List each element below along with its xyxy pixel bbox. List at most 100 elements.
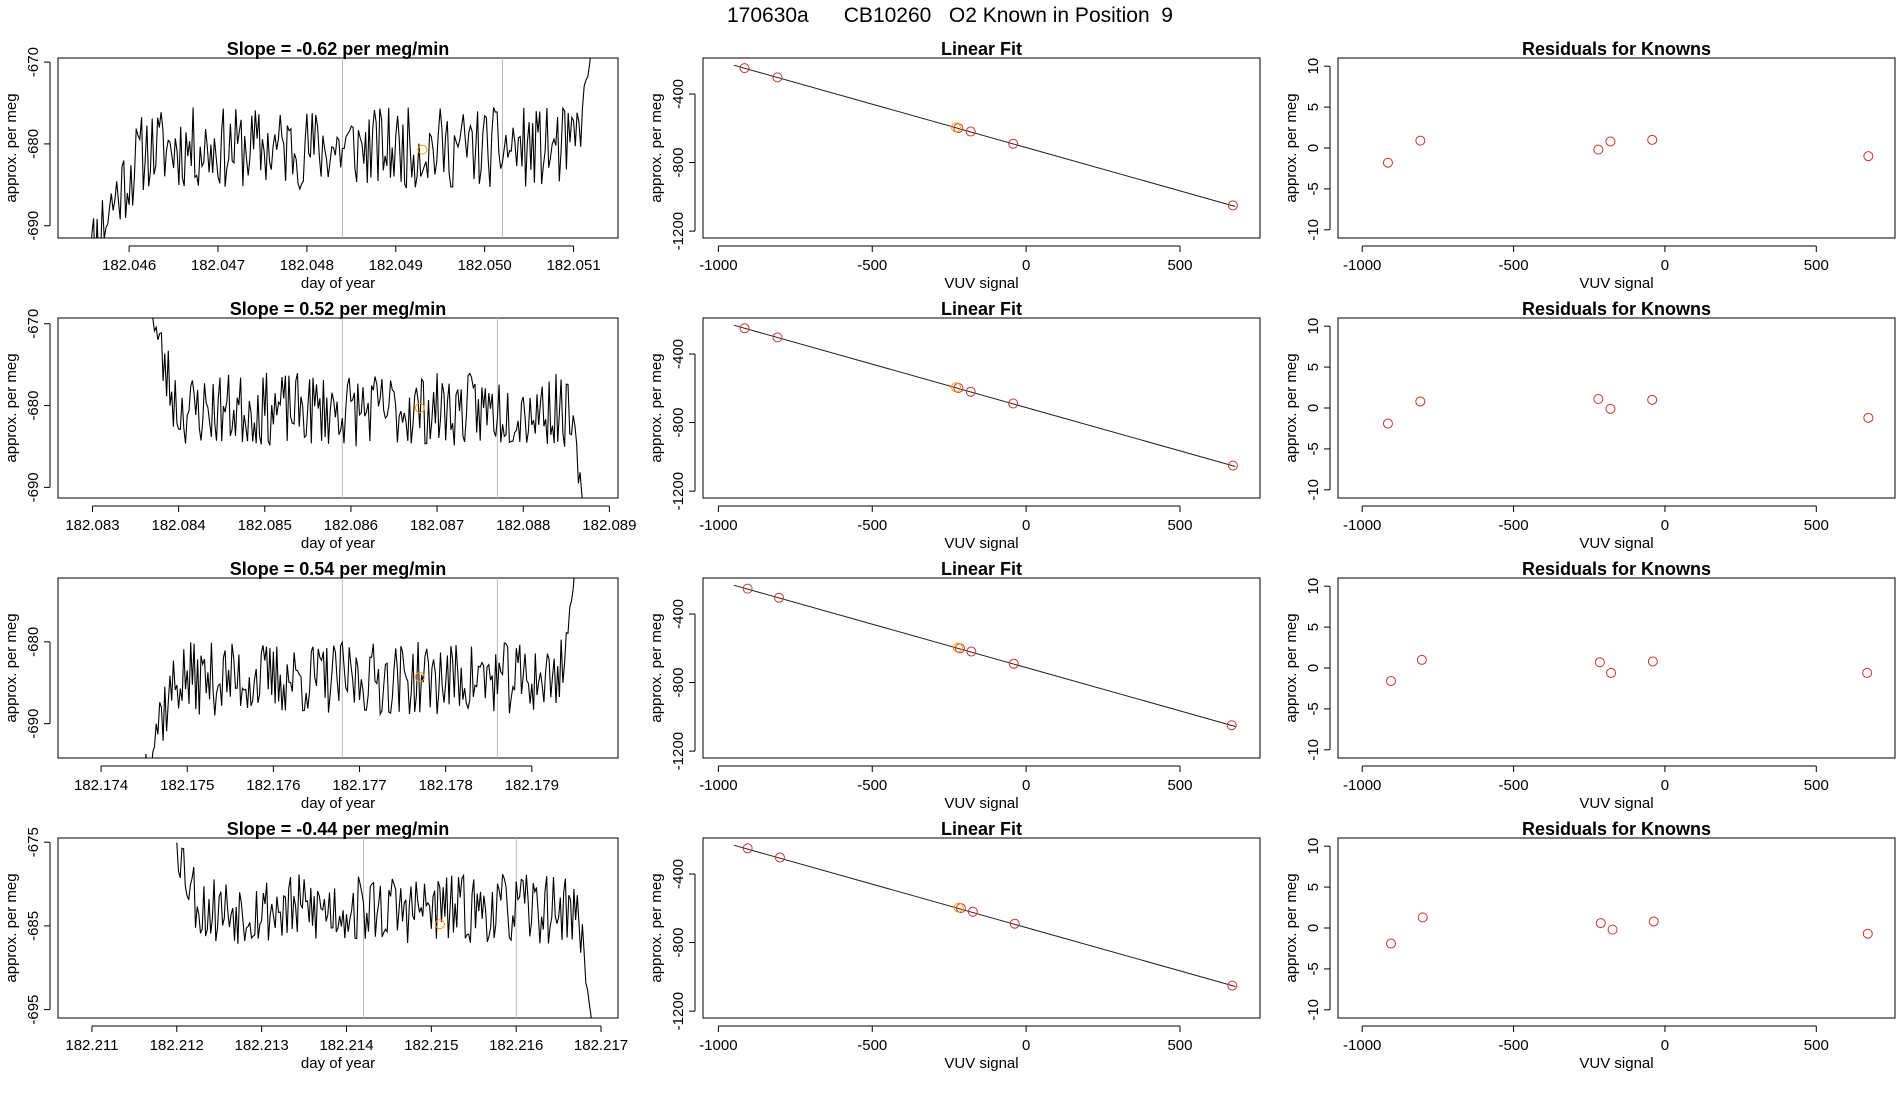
chart-title: Residuals for Knowns — [1522, 39, 1711, 59]
highlight-point — [950, 122, 961, 133]
fit-line — [733, 64, 1236, 207]
y-axis-label: approx. per meg — [3, 873, 20, 982]
highlight-point — [953, 902, 964, 913]
known-point — [1227, 980, 1238, 991]
x-tick-label: -1000 — [699, 257, 737, 274]
plot-area — [733, 63, 1238, 211]
chart-panel-r3-c0: Slope = -0.44 per meg/min 182.211 182.212 1… — [3, 819, 628, 1072]
data-trace-line — [176, 842, 592, 1018]
y-tick-label: -10 — [1305, 479, 1322, 501]
x-axis-label: VUV signal — [944, 795, 1018, 812]
x-tick-label: 182.087 — [410, 517, 464, 534]
plot-area — [145, 578, 575, 758]
plot-frame — [1337, 577, 1896, 759]
known-point — [1385, 676, 1396, 687]
known-point — [1593, 394, 1604, 404]
y-tick-label: -800 — [670, 148, 687, 178]
y-tick-label: -690 — [25, 211, 42, 241]
chart-title: Residuals for Knowns — [1522, 559, 1711, 579]
y-tick-label: 5 — [1305, 883, 1322, 891]
plot-area — [1385, 912, 1873, 949]
x-tick-label: 182.211 — [65, 1037, 118, 1054]
known-point — [1008, 138, 1019, 149]
x-tick-label: -1000 — [699, 777, 737, 794]
chart-panel-r1-c2: Residuals for Knowns -1000 -500 0 500 VUV sig… — [1283, 299, 1896, 552]
y-tick-label: -680 — [25, 627, 42, 657]
known-point — [742, 583, 753, 594]
y-axis-label: approx. per meg — [1283, 353, 1300, 462]
x-tick-label: 182.176 — [246, 777, 300, 794]
x-tick-label: 182.215 — [404, 1037, 458, 1054]
highlight-point — [414, 403, 425, 413]
known-point — [742, 843, 753, 854]
chart-title: Residuals for Knowns — [1522, 819, 1711, 839]
x-tick-label: 182.089 — [582, 517, 636, 534]
known-point — [1862, 667, 1873, 678]
known-point — [1415, 396, 1426, 407]
x-axis-label: VUV signal — [944, 535, 1018, 552]
known-point — [1595, 918, 1606, 929]
x-tick-label: 182.216 — [489, 1037, 543, 1054]
y-tick-label: -10 — [1305, 739, 1322, 761]
y-tick-label: -670 — [25, 309, 42, 339]
y-tick-label: -690 — [25, 709, 42, 739]
plot-area — [733, 583, 1237, 731]
x-tick-label: 182.047 — [191, 257, 245, 274]
x-tick-label: 182.174 — [74, 777, 128, 794]
y-tick-label: 0 — [1305, 924, 1322, 932]
x-tick-label: -500 — [1499, 517, 1529, 534]
y-tick-label: 5 — [1305, 623, 1322, 631]
y-tick-label: -685 — [25, 911, 42, 941]
x-axis-label: VUV signal — [944, 275, 1018, 292]
x-tick-label: -500 — [857, 777, 887, 794]
x-axis-label: VUV signal — [1579, 795, 1653, 812]
x-tick-label: 500 — [1804, 1037, 1829, 1054]
y-tick-label: 10 — [1305, 318, 1322, 335]
y-tick-label: -675 — [25, 827, 42, 857]
x-axis-label: day of year — [301, 1055, 375, 1072]
x-tick-label: 182.214 — [319, 1037, 373, 1054]
plot-area — [152, 318, 583, 498]
x-tick-label: 182.049 — [369, 257, 423, 274]
known-point — [1382, 418, 1393, 429]
known-point — [1647, 134, 1658, 145]
known-point — [1382, 157, 1393, 168]
known-point — [1606, 667, 1617, 678]
chart-title: Linear Fit — [941, 819, 1022, 839]
x-tick-label: 182.177 — [332, 777, 386, 794]
x-tick-label: 0 — [1022, 257, 1030, 274]
known-point — [1416, 654, 1427, 665]
y-tick-label: 0 — [1305, 144, 1322, 152]
x-tick-label: 0 — [1022, 777, 1030, 794]
known-point — [1417, 912, 1428, 923]
plot-area — [176, 838, 592, 1018]
plot-frame — [57, 577, 619, 759]
known-point — [965, 126, 976, 137]
x-axis-label: day of year — [301, 795, 375, 812]
x-tick-label: -1000 — [1343, 257, 1381, 274]
known-point — [1862, 928, 1873, 939]
chart-title: Slope = -0.44 per meg/min — [227, 819, 450, 839]
data-trace-line — [145, 578, 575, 758]
known-point — [1008, 658, 1019, 669]
x-tick-label: 0 — [1661, 257, 1669, 274]
y-axis-label: approx. per meg — [648, 93, 665, 202]
known-point — [966, 646, 977, 657]
x-tick-label: 182.212 — [150, 1037, 204, 1054]
y-tick-label: -5 — [1305, 442, 1322, 455]
chart-panel-r0-c1: Linear Fit -1000 -500 0 500 VUV signal -400 -80… — [648, 39, 1261, 292]
highlight-point — [952, 642, 963, 653]
x-axis-label: VUV signal — [1579, 535, 1653, 552]
data-trace-line — [91, 58, 591, 238]
cylinder-id: CB10260 — [843, 4, 932, 27]
plot-area — [1382, 134, 1874, 168]
known-point — [1227, 200, 1238, 211]
y-tick-label: -800 — [670, 928, 687, 958]
x-tick-label: 500 — [1804, 257, 1829, 274]
y-tick-label: -10 — [1305, 219, 1322, 241]
known-point — [739, 323, 750, 334]
x-tick-label: -1000 — [1343, 777, 1381, 794]
known-point — [1227, 460, 1238, 471]
x-tick-label: 182.048 — [280, 257, 334, 274]
y-axis-label: approx. per meg — [648, 353, 665, 462]
